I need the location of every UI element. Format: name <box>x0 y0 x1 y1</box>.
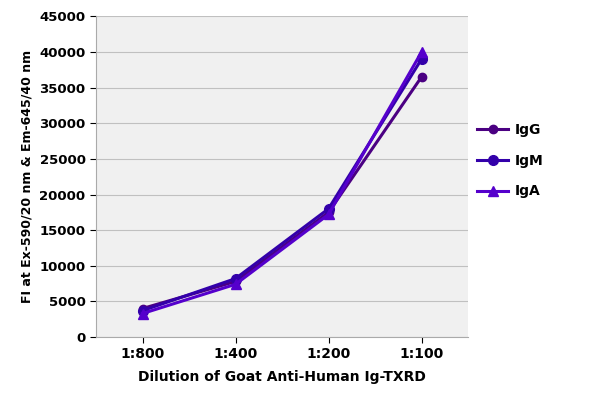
IgA <box>232 282 239 287</box>
Line: IgG: IgG <box>139 73 425 313</box>
IgA <box>139 311 146 316</box>
IgG <box>139 306 146 311</box>
IgM <box>325 206 332 211</box>
Line: IgA: IgA <box>137 47 427 319</box>
IgM <box>232 276 239 281</box>
Line: IgM: IgM <box>137 54 427 316</box>
IgM <box>418 57 425 62</box>
IgA <box>325 212 332 217</box>
Y-axis label: FI at Ex-590/20 nm & Em-645/40 nm: FI at Ex-590/20 nm & Em-645/40 nm <box>21 50 34 303</box>
IgA <box>418 50 425 55</box>
IgG <box>232 279 239 284</box>
IgG <box>418 74 425 79</box>
IgM <box>139 308 146 313</box>
IgG <box>325 210 332 215</box>
Legend: IgG, IgM, IgA: IgG, IgM, IgA <box>472 118 549 204</box>
X-axis label: Dilution of Goat Anti-Human Ig-TXRD: Dilution of Goat Anti-Human Ig-TXRD <box>138 370 426 384</box>
